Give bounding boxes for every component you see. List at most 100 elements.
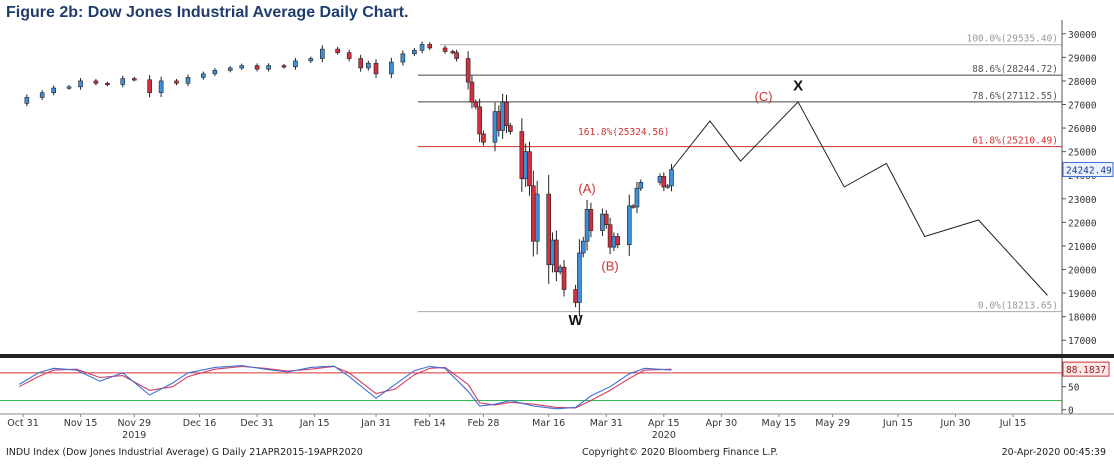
candle-up bbox=[634, 187, 640, 208]
candle-down bbox=[131, 78, 137, 81]
candle-up bbox=[534, 193, 540, 242]
date-year-label: 2019 bbox=[122, 430, 146, 441]
candle-up bbox=[212, 70, 218, 75]
candle-up bbox=[600, 213, 605, 231]
candle-up bbox=[400, 53, 406, 63]
price-tick-label: 30000 bbox=[1068, 30, 1097, 41]
price-tick-label: 27000 bbox=[1068, 101, 1097, 112]
candle-up bbox=[239, 65, 245, 69]
price-tick-label: 19000 bbox=[1068, 289, 1097, 300]
candle-up bbox=[577, 252, 582, 303]
fib-label: 0.0%(18213.65) bbox=[978, 301, 1058, 312]
candle-down bbox=[346, 52, 352, 59]
candle-down bbox=[450, 51, 456, 54]
candle-down bbox=[527, 151, 532, 187]
candle-down bbox=[546, 193, 551, 266]
candle-down bbox=[335, 48, 340, 53]
price-tick-label: 22000 bbox=[1068, 218, 1097, 229]
candle-up bbox=[626, 205, 632, 246]
candle-down bbox=[573, 289, 578, 303]
date-tick-label: Oct 31 bbox=[7, 418, 39, 429]
price-tick-label: 23000 bbox=[1068, 195, 1097, 206]
candle-up bbox=[51, 87, 56, 94]
fib-label: 78.6%(27112.55) bbox=[972, 91, 1058, 102]
candle-up bbox=[78, 80, 83, 88]
oscillator-panel: 0 50 88.1837 bbox=[0, 354, 1114, 417]
date-tick-label: Apr 15 bbox=[648, 418, 680, 429]
date-tick-label: Mar 16 bbox=[532, 418, 565, 429]
candle-down bbox=[661, 176, 667, 188]
date-tick-label: Jul 15 bbox=[999, 418, 1027, 429]
date-year-label: 2020 bbox=[652, 430, 676, 441]
osc-last-label: 88.1837 bbox=[1066, 365, 1106, 376]
price-tick-label: 26000 bbox=[1068, 124, 1097, 135]
price-tick-label: 29000 bbox=[1068, 53, 1097, 64]
panel-separator bbox=[0, 354, 1114, 358]
candle-up bbox=[39, 92, 45, 98]
candle-up bbox=[120, 78, 126, 85]
candle-up bbox=[611, 236, 617, 248]
candle-down bbox=[561, 266, 567, 290]
date-tick-label: May 15 bbox=[762, 418, 797, 429]
candle-down bbox=[588, 209, 594, 231]
candle-down bbox=[254, 65, 260, 70]
date-tick-label: Jun 15 bbox=[882, 418, 913, 429]
price-tick-label: 28000 bbox=[1068, 77, 1097, 88]
candle-up bbox=[293, 60, 298, 68]
candlestick-series bbox=[24, 41, 674, 317]
candle-down bbox=[93, 80, 99, 84]
candle-down bbox=[508, 125, 513, 132]
candle-down bbox=[615, 236, 621, 246]
footer-copyright: Copyright© 2020 Bloomberg Finance L.P. bbox=[582, 447, 778, 458]
price-tick-label: 17000 bbox=[1068, 336, 1097, 347]
candle-down bbox=[454, 52, 459, 59]
fib-level-lines: 100.0%(29535.40) 88.6%(28244.72) 78.6%(271… bbox=[418, 34, 1062, 313]
projected-wave-line bbox=[671, 101, 1048, 296]
osc-last-badge bbox=[1062, 361, 1110, 377]
date-tick-label: Jun 30 bbox=[939, 418, 970, 429]
date-tick-label: Feb 28 bbox=[467, 418, 499, 429]
candle-down bbox=[373, 62, 379, 75]
candle-down bbox=[554, 239, 559, 273]
candle-up bbox=[500, 101, 505, 131]
osc-k-line bbox=[18, 364, 672, 410]
candle-up bbox=[227, 67, 233, 71]
candle-up bbox=[366, 62, 371, 69]
candle-down bbox=[442, 47, 448, 52]
candle-down bbox=[496, 111, 502, 131]
candle-up bbox=[66, 86, 72, 89]
projection-path bbox=[671, 101, 1048, 296]
candle-down bbox=[477, 106, 482, 135]
candle-up bbox=[308, 58, 314, 62]
candle-down bbox=[105, 82, 110, 86]
candle-up bbox=[669, 169, 674, 187]
candle-up bbox=[584, 209, 590, 242]
osc-tick-label: 0 bbox=[1068, 406, 1074, 417]
date-tick-label: Dec 31 bbox=[240, 418, 274, 429]
candle-up bbox=[389, 61, 394, 75]
footer-timestamp: 20-Apr-2020 00:45:39 bbox=[1001, 447, 1106, 458]
candle-down bbox=[481, 133, 486, 143]
candle-down bbox=[174, 80, 179, 84]
candle-down bbox=[607, 224, 613, 248]
footer-index-info: INDU Index (Dow Jones Industrial Average… bbox=[6, 447, 363, 458]
candle-down bbox=[504, 101, 509, 127]
fib-label: 88.6%(28244.72) bbox=[972, 64, 1058, 75]
candle-up bbox=[266, 65, 271, 70]
candle-up bbox=[320, 48, 325, 59]
date-tick-label: May 29 bbox=[815, 418, 850, 429]
candle-up bbox=[657, 176, 663, 183]
candle-up bbox=[419, 44, 425, 51]
candle-down bbox=[473, 101, 479, 108]
price-tick-label: 21000 bbox=[1068, 242, 1097, 253]
wave-label: (A) bbox=[578, 181, 595, 196]
candle-up bbox=[550, 239, 555, 266]
candle-up bbox=[201, 73, 206, 78]
candle-down bbox=[281, 65, 287, 68]
candle-down bbox=[603, 213, 609, 226]
fib-label: 100.0%(29535.40) bbox=[966, 34, 1058, 45]
date-tick-label: Dec 16 bbox=[183, 418, 217, 429]
wave-label: (B) bbox=[601, 259, 618, 274]
